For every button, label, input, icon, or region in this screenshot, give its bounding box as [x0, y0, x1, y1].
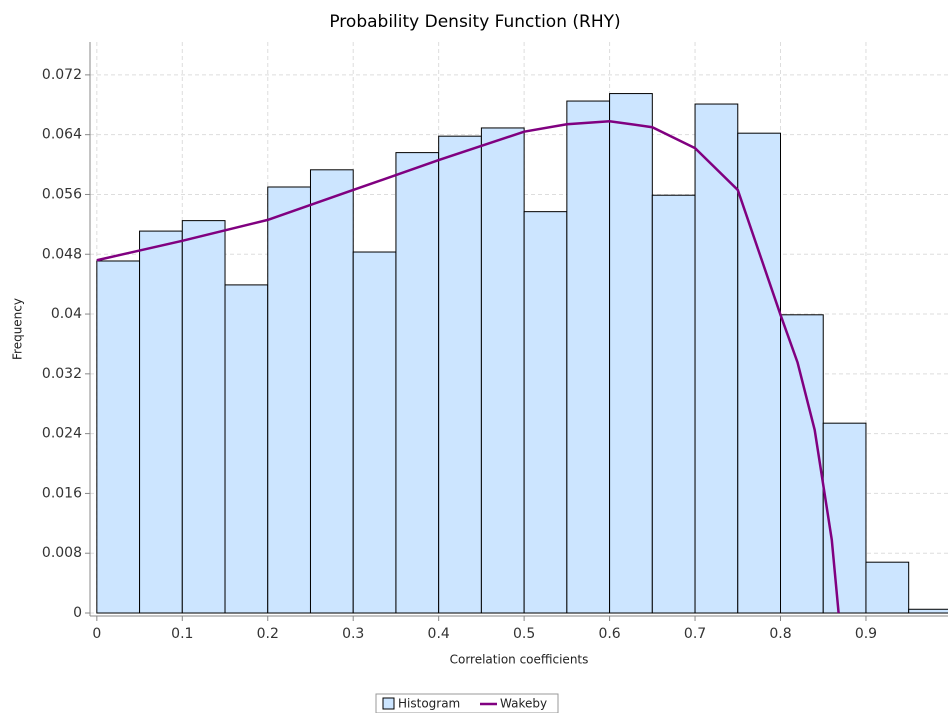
x-tick-label: 0.9	[855, 626, 877, 642]
x-axis-label: Correlation coefficients	[450, 653, 589, 667]
bar	[181, 220, 226, 614]
y-tick-label: 0.072	[42, 67, 82, 83]
chart-title: Probability Density Function (RHY)	[329, 12, 620, 32]
y-tick-label: 0	[73, 605, 82, 621]
legend-label: Wakeby	[500, 697, 547, 711]
y-tick-label: 0.056	[42, 186, 82, 202]
x-tick-label: 0.1	[171, 626, 193, 642]
x-tick-label: 0.2	[257, 626, 279, 642]
bar	[352, 251, 397, 614]
bar	[651, 194, 696, 614]
legend-label: Histogram	[398, 697, 460, 711]
y-tick-label: 0.016	[42, 485, 82, 501]
bar	[395, 152, 440, 614]
bar	[822, 422, 867, 614]
bar	[480, 127, 525, 614]
bar	[780, 314, 824, 614]
x-tick-label: 0.4	[428, 626, 450, 642]
bar	[865, 561, 910, 614]
legend: Histogram Wakeby	[375, 693, 559, 713]
y-tick-label: 0.008	[42, 545, 82, 561]
y-tick-label: 0.032	[42, 366, 82, 382]
bar	[566, 100, 611, 614]
density-line	[96, 119, 840, 614]
legend-swatch	[382, 697, 395, 710]
bar	[139, 230, 183, 614]
bar	[224, 284, 269, 614]
bar	[908, 608, 948, 614]
x-tick-label: 0.7	[684, 626, 706, 642]
bar	[609, 93, 653, 614]
x-tick-label: 0	[92, 626, 101, 642]
legend-box	[375, 693, 559, 713]
bar	[96, 260, 141, 614]
x-tick-label: 0.5	[513, 626, 535, 642]
x-tick-label: 0.8	[769, 626, 791, 642]
bar	[523, 211, 568, 614]
y-tick-label: 0.024	[42, 426, 82, 442]
y-tick-label: 0.048	[42, 246, 82, 262]
y-axis-label: Frequency	[11, 298, 25, 360]
x-tick-label: 0.6	[598, 626, 620, 642]
y-tick-label: 0.064	[42, 127, 82, 143]
x-tick-label: 0.3	[342, 626, 364, 642]
bar	[438, 135, 482, 614]
bar	[694, 103, 739, 614]
y-tick-label: 0.04	[51, 306, 82, 322]
bar	[309, 169, 354, 614]
bar	[267, 186, 311, 614]
